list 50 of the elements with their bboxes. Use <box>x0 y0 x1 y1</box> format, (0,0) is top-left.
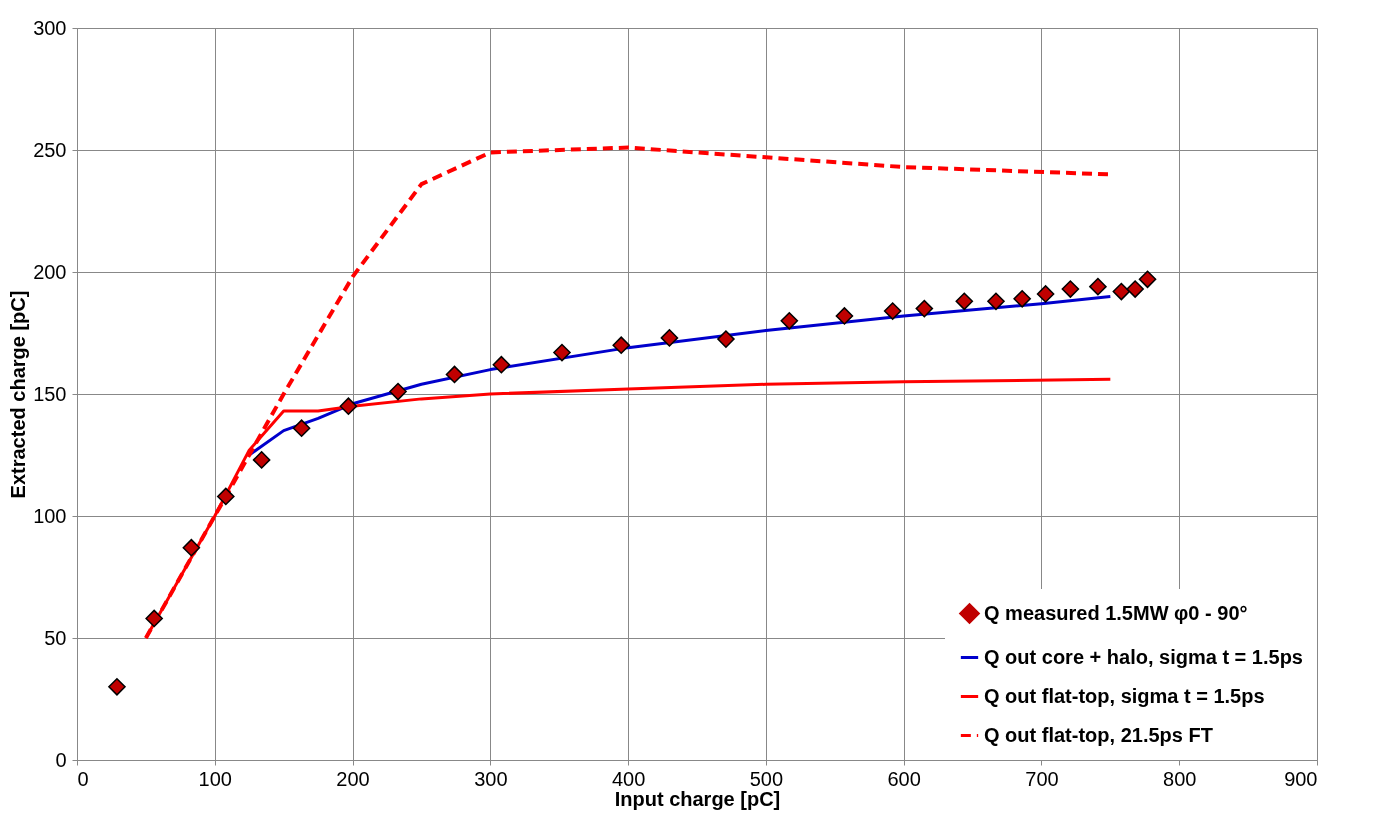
point <box>955 292 974 311</box>
point <box>883 302 902 320</box>
y-tick-label: 50 <box>44 626 67 649</box>
point <box>717 330 735 348</box>
point <box>835 307 854 325</box>
point <box>553 343 571 362</box>
x-tick-label: 200 <box>336 767 370 790</box>
y-tick-label: 300 <box>33 16 67 39</box>
point <box>389 382 407 401</box>
legend-label: Q out core + halo, sigma t = 1.5ps <box>984 645 1303 668</box>
x-tick-label: 300 <box>474 767 508 790</box>
point <box>612 336 631 355</box>
point <box>252 451 271 469</box>
x-axis-title: Input charge [pC] <box>614 787 781 810</box>
point <box>145 609 163 628</box>
point <box>182 538 201 557</box>
point <box>915 299 934 318</box>
point <box>1138 270 1157 289</box>
point <box>216 487 235 506</box>
y-tick-label: 100 <box>33 504 67 527</box>
x-tick-label: 700 <box>1025 767 1059 790</box>
y-tick-label: 150 <box>33 382 67 405</box>
y-tick-label: 250 <box>33 138 67 161</box>
y-tick-label: 0 <box>55 748 67 771</box>
y-axis-title: Extracted charge [pC] <box>7 290 30 499</box>
legend-label: Q measured 1.5MW φ0 - 90° <box>984 601 1248 624</box>
point <box>492 355 511 374</box>
x-tick-label: 100 <box>198 767 232 790</box>
x-tick-label: 400 <box>611 767 646 790</box>
point <box>339 397 358 416</box>
point <box>1126 280 1144 298</box>
x-tick-label: 600 <box>887 767 921 790</box>
legend-label: Q out flat-top, 21.5ps FT <box>984 723 1213 746</box>
point <box>1061 280 1080 298</box>
point <box>1036 285 1055 303</box>
point <box>780 311 799 330</box>
x-tick-label: 800 <box>1163 767 1197 790</box>
x-tick-label: 500 <box>749 767 784 790</box>
point <box>987 292 1005 311</box>
point <box>1112 282 1131 301</box>
point <box>108 677 126 696</box>
y-tick-label: 200 <box>33 260 67 283</box>
point <box>445 365 464 384</box>
x-tick-label: 900 <box>1284 767 1318 790</box>
legend-label: Q out flat-top, sigma t = 1.5ps <box>984 684 1265 707</box>
point <box>292 419 311 437</box>
point <box>1089 277 1107 296</box>
point <box>1013 290 1031 308</box>
x-tick-label: 0 <box>77 767 89 790</box>
point <box>660 329 679 347</box>
